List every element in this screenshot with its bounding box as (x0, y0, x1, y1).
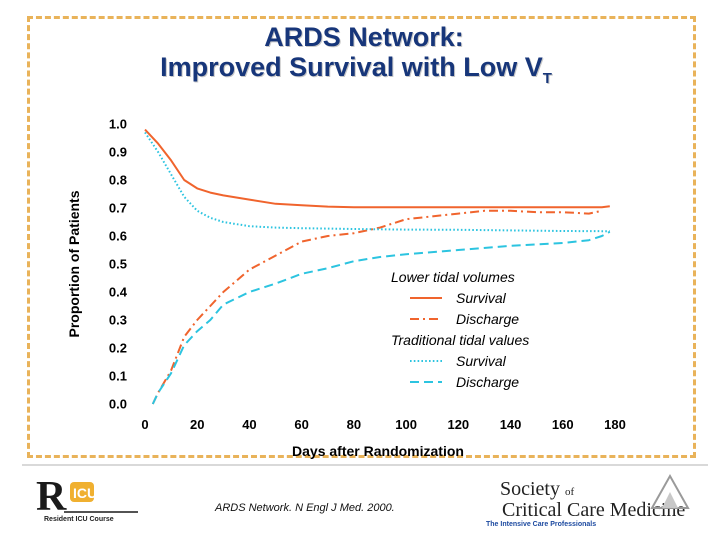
ricu-logo-caption: Resident ICU Course (44, 516, 114, 523)
legend-label: Discharge (456, 374, 519, 390)
y-tick-label: 0.5 (109, 257, 127, 272)
y-tick-label: 0.2 (109, 341, 127, 356)
sccm-line1: Society of (500, 478, 574, 501)
legend-heading: Traditional tidal values (391, 332, 529, 348)
sccm-line2: Critical Care Medicine (502, 499, 686, 521)
y-tick-label: 0.9 (109, 145, 127, 160)
x-tick-label: 0 (141, 417, 148, 432)
y-axis-title: Proportion of Patients (66, 190, 82, 337)
footer-divider (22, 464, 708, 466)
sccm-of: of (565, 486, 575, 498)
y-tick-label: 1.0 (109, 117, 127, 132)
x-tick-label: 20 (190, 417, 204, 432)
x-tick-label: 140 (500, 417, 522, 432)
x-tick-label: 120 (447, 417, 469, 432)
ricu-logo-mark: R ICU (36, 474, 138, 520)
y-tick-label: 0.3 (109, 313, 127, 328)
svg-text:R: R (36, 474, 67, 516)
y-tick-label: 0.6 (109, 229, 127, 244)
x-tick-label: 60 (294, 417, 308, 432)
x-tick-label: 80 (347, 417, 361, 432)
x-tick-label: 160 (552, 417, 574, 432)
y-tick-label: 0.0 (109, 397, 127, 412)
y-tick-label: 0.7 (109, 201, 127, 216)
x-axis-title: Days after Randomization (292, 443, 464, 459)
legend-label: Survival (456, 290, 507, 306)
y-tick-label: 0.4 (109, 285, 128, 300)
x-tick-label: 180 (604, 417, 626, 432)
legend-label: Survival (456, 353, 507, 369)
series-line-1 (151, 209, 603, 405)
slide-title-line2: Improved Survival with Low VT (0, 52, 720, 94)
legend-label: Discharge (456, 311, 519, 327)
slide-title-subscript: T (542, 70, 552, 87)
x-tick-label: 100 (395, 417, 417, 432)
series-line-3 (151, 230, 611, 405)
slide-title-line1: ARDS Network: (264, 22, 464, 52)
ricu-logo: R ICU Resident ICU Course (34, 472, 144, 528)
svg-text:ICU: ICU (73, 485, 97, 501)
sccm-logo: Society of Critical Care Medicine The In… (480, 472, 695, 532)
slide-title-text: Improved Survival with Low V (160, 52, 543, 82)
x-tick-label: 40 (242, 417, 256, 432)
slide-border (27, 16, 696, 458)
y-tick-label: 0.1 (109, 369, 127, 384)
citation-text: ARDS Network. N Engl J Med. 2000. (215, 502, 395, 514)
legend-heading: Lower tidal volumes (391, 269, 515, 285)
sccm-tagline: The Intensive Care Professionals (486, 521, 597, 528)
sccm-mark-icon (650, 473, 690, 509)
series-line-2 (144, 131, 610, 233)
sccm-society: Society (500, 478, 560, 500)
y-tick-label: 0.8 (109, 173, 127, 188)
series-line-0 (144, 128, 610, 209)
